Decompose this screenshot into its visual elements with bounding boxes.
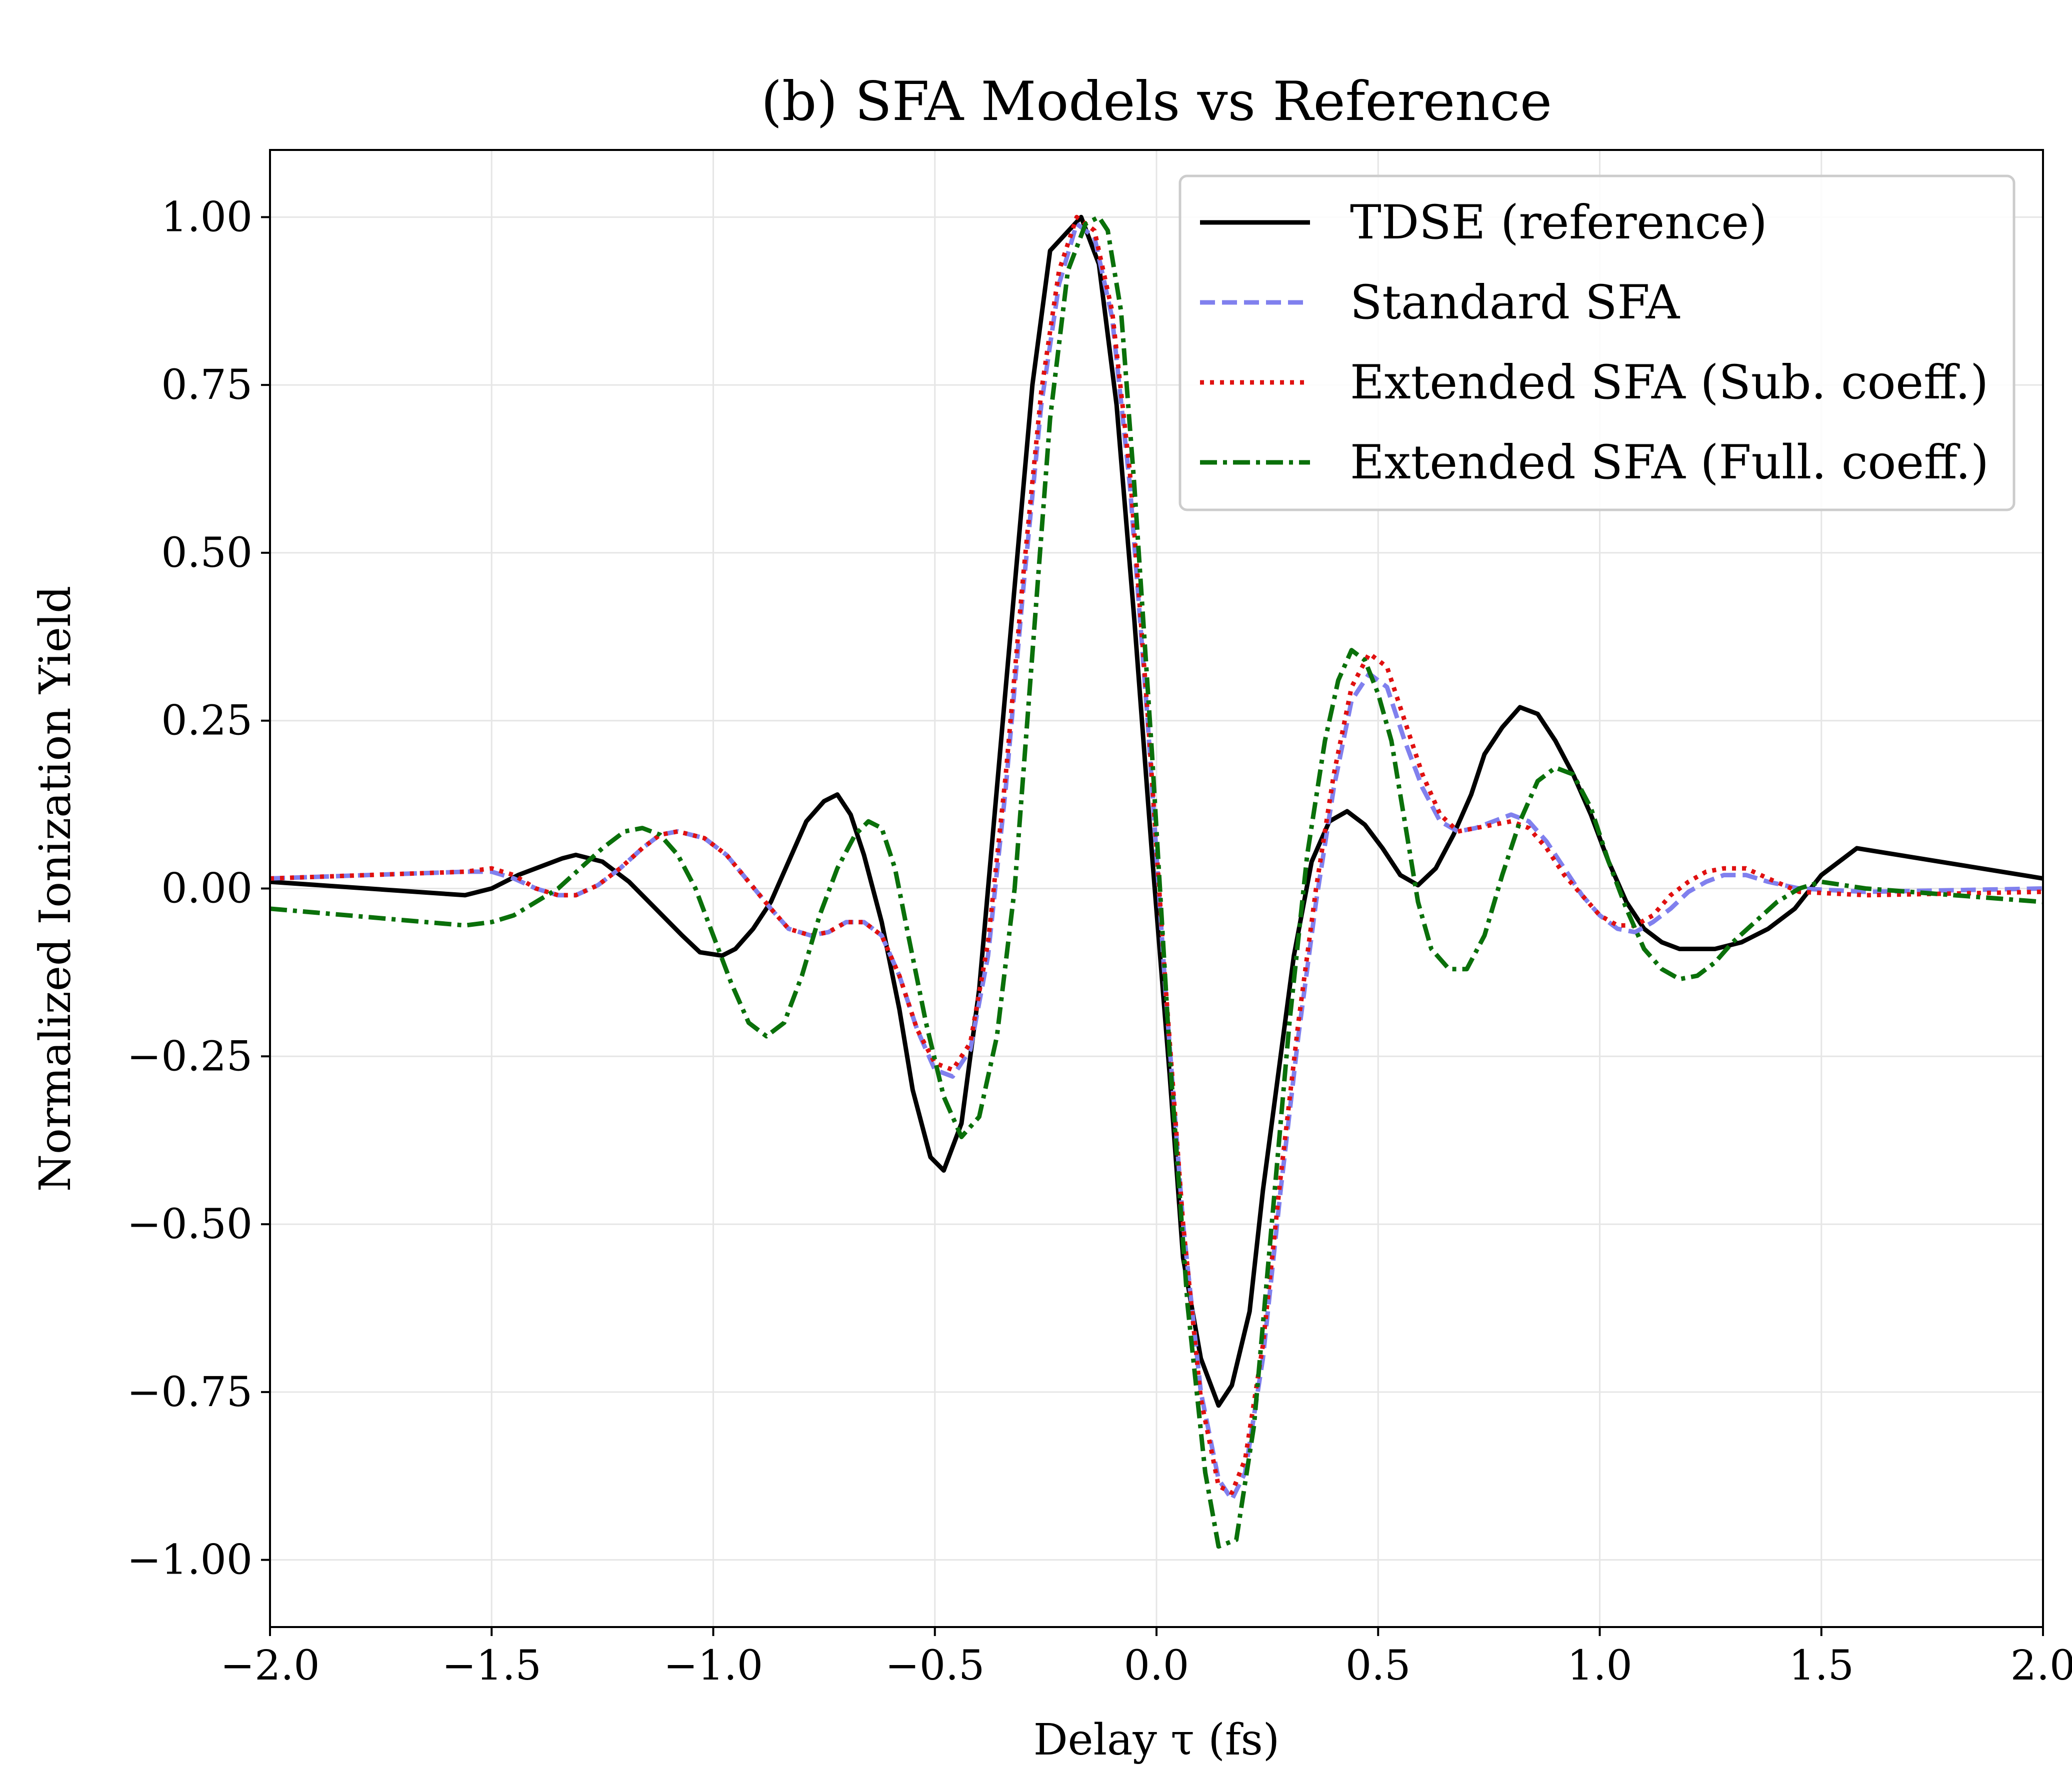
plot-area bbox=[270, 214, 2043, 1549]
y-tick-label: 0.50 bbox=[161, 529, 252, 577]
y-tick-label: 0.25 bbox=[161, 697, 252, 745]
x-tick-label: 1.0 bbox=[1567, 1642, 1632, 1690]
x-tick-label: −2.0 bbox=[220, 1642, 320, 1690]
legend-box bbox=[1178, 174, 2016, 511]
y-axis-label: Normalized Ionization Yield bbox=[30, 586, 80, 1192]
y-tick-label: −1.00 bbox=[127, 1537, 252, 1584]
x-tick-label: 0.5 bbox=[1346, 1642, 1410, 1690]
legend-label-2: Standard SFA bbox=[1350, 275, 1680, 330]
legend-label-1: TDSE (reference) bbox=[1350, 195, 1768, 250]
y-tick-label: 1.00 bbox=[161, 193, 252, 241]
legend-label-3: Extended SFA (Sub. coeff.) bbox=[1350, 355, 1988, 410]
y-tick-label: 0.75 bbox=[161, 361, 252, 409]
x-tick-label: 2.0 bbox=[2010, 1642, 2072, 1690]
legend-label-4: Extended SFA (Full. coeff.) bbox=[1350, 435, 1989, 490]
x-tick-label: −1.5 bbox=[442, 1642, 542, 1690]
y-tick-label: −0.75 bbox=[127, 1369, 252, 1416]
y-tick-label: 0.00 bbox=[161, 865, 252, 913]
legend: TDSE (reference) Standard SFA Extended SFA… bbox=[1178, 174, 2016, 511]
x-tick-label: −1.0 bbox=[664, 1642, 763, 1690]
x-tick-label: 0.0 bbox=[1124, 1642, 1189, 1690]
x-axis-label: Delay τ (fs) bbox=[1034, 1715, 1280, 1765]
x-tick-label: −0.5 bbox=[885, 1642, 984, 1690]
series-lines bbox=[270, 214, 2043, 1549]
y-tick-label: −0.25 bbox=[127, 1033, 252, 1080]
x-tick-label: 1.5 bbox=[1789, 1642, 1854, 1690]
axis-ticks: −2.0 −1.5 −1.0 −0.5 0.0 0.5 1.0 1.5 2.0 1.00 0.75 0… bbox=[127, 193, 2072, 1690]
y-tick-label: −0.50 bbox=[127, 1201, 252, 1248]
chart-title: (b) SFA Models vs Reference bbox=[761, 70, 1552, 133]
series-line-4 bbox=[270, 214, 2043, 1549]
